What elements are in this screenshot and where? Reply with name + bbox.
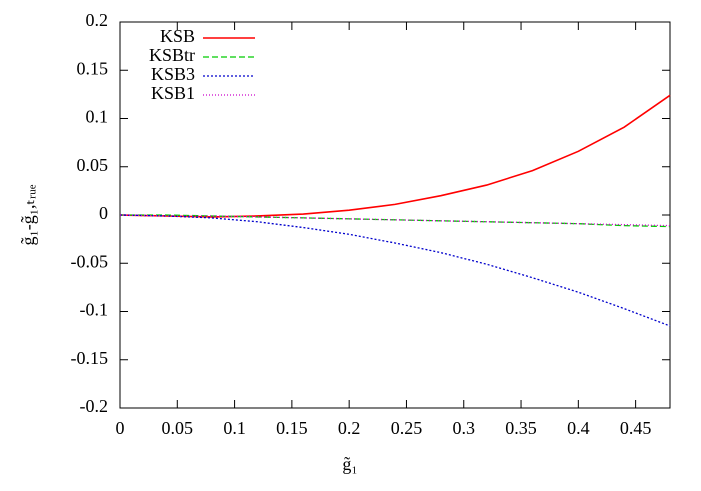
y-tick-label: -0.05: [71, 251, 109, 271]
legend-label: KSB1: [151, 83, 195, 103]
legend-label: KSBtr: [149, 45, 195, 65]
legend-label: KSB3: [151, 64, 195, 84]
y-tick-label: 0: [99, 203, 108, 223]
y-tick-label: -0.2: [80, 396, 109, 416]
series-line: [119, 94, 671, 218]
y-tick-label: -0.1: [80, 300, 109, 320]
x-tick-label: 0.35: [505, 418, 537, 438]
y-axis-label: g̃₁-g̃₁,ₜᵣᵤₑ: [18, 184, 38, 245]
y-tick-label: 0.2: [86, 10, 109, 30]
plot-frame: [119, 21, 671, 409]
x-tick-label: 0.4: [567, 418, 590, 438]
x-tick-label: 0.25: [391, 418, 423, 438]
y-tick-label: 0.15: [77, 58, 109, 78]
x-tick-label: 0.2: [338, 418, 361, 438]
x-tick-label: 0.45: [620, 418, 652, 438]
series-line: [120, 214, 671, 228]
x-tick-label: 0.1: [223, 418, 246, 438]
x-tick-label: 0.3: [453, 418, 476, 438]
y-tick-label: -0.15: [71, 348, 109, 368]
x-tick-label: 0.15: [276, 418, 308, 438]
y-tick-label: 0.05: [77, 155, 109, 175]
legend-label: KSB: [160, 26, 195, 46]
x-tick-label: 0: [116, 418, 125, 438]
y-tick-label: 0.1: [86, 107, 109, 127]
series-line: [119, 214, 671, 327]
x-axis-label: g̃₁: [342, 454, 357, 474]
x-tick-label: 0.05: [162, 418, 194, 438]
